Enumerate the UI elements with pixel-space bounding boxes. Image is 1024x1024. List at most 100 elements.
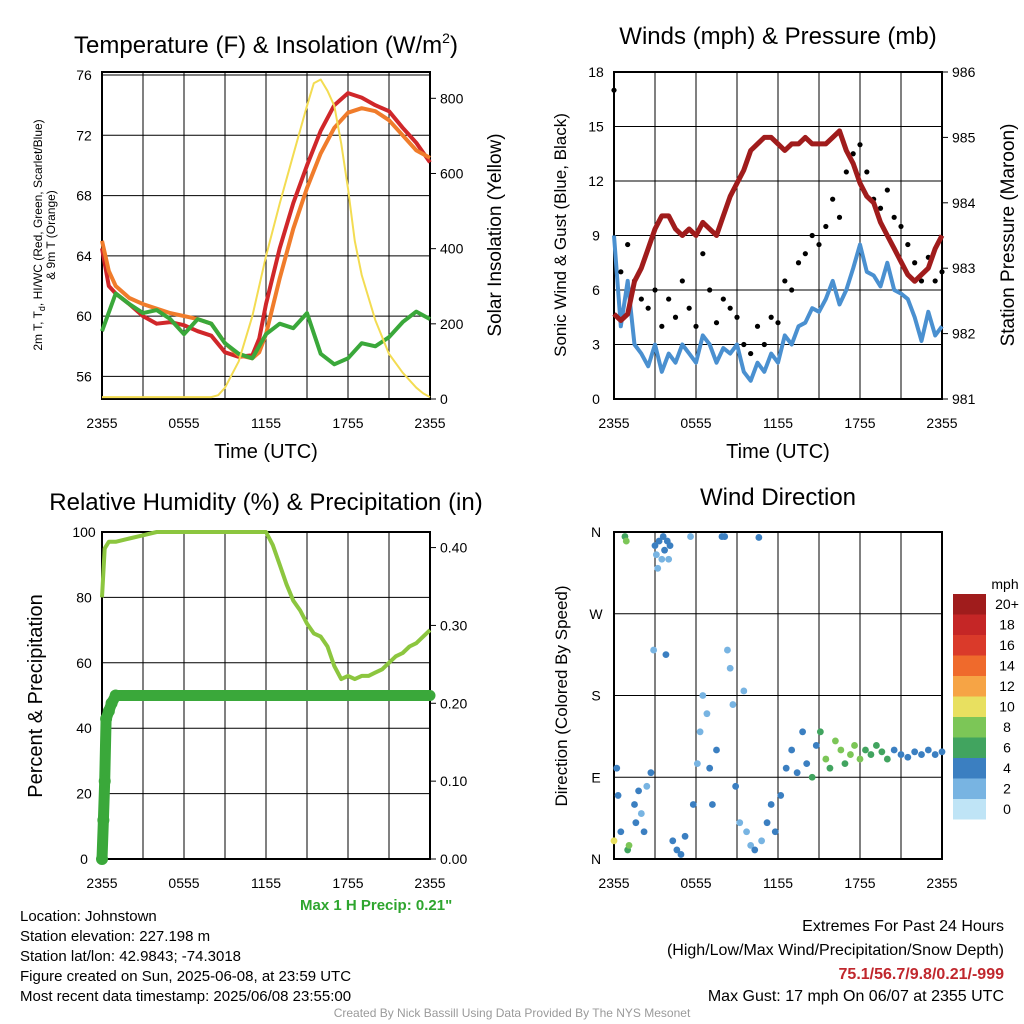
direction-point <box>689 801 697 808</box>
gust-point <box>830 196 836 202</box>
direction-point <box>743 828 750 836</box>
legend-label: 18 <box>999 617 1015 633</box>
gust-point <box>877 205 884 211</box>
gust-point <box>789 287 795 293</box>
gust-point <box>645 305 651 311</box>
panel2-y2tick-label: 983 <box>952 260 976 276</box>
panel2-ytick-label: 9 <box>592 228 600 244</box>
gust-point <box>727 305 733 311</box>
temperature-ylabel-left: 2m T, Td, HI/WC (Red, Green, Scarlet/Blu… <box>31 119 58 350</box>
direction-point <box>755 534 763 541</box>
latlon-text: Station lat/lon: 42.9843; -74.3018 <box>20 948 242 965</box>
panel4-xtick-label: 2355 <box>926 875 957 891</box>
legend-swatch <box>953 635 986 656</box>
panel4-ytick-label: W <box>589 606 603 622</box>
gust-point <box>932 278 938 284</box>
direction-point <box>793 769 801 777</box>
gust-point <box>898 223 904 230</box>
direction-point <box>808 773 816 781</box>
gust-point <box>734 314 740 320</box>
panel1-ytick-label: 60 <box>76 308 92 324</box>
direction-point <box>721 533 729 540</box>
panel3-xtick-label: 0555 <box>168 875 199 891</box>
direction-point <box>767 801 775 808</box>
direction-point <box>706 764 714 772</box>
direction-point <box>699 692 707 699</box>
panel3-ytick-label: 60 <box>76 655 92 671</box>
direction-point <box>647 769 655 777</box>
direction-point <box>681 832 689 840</box>
direction-point <box>669 837 677 845</box>
gust-point <box>686 305 692 311</box>
panel2-xtick-label: 2355 <box>926 415 957 431</box>
panel3-ytick-label: 40 <box>76 720 92 736</box>
panel3-ytick-label: 80 <box>76 589 92 605</box>
panel2-y2tick-label: 985 <box>952 129 976 145</box>
gust-point <box>700 251 706 257</box>
direction-point <box>803 760 811 768</box>
direction-point <box>924 746 932 754</box>
panel4-xtick-label: 1755 <box>844 875 875 891</box>
direction-point <box>631 801 638 808</box>
legend-swatch <box>953 799 986 820</box>
extremes-values: 75.1/56.7/9.8/0.21/-999 <box>838 966 1004 983</box>
direction-point <box>878 748 886 756</box>
direction-point <box>782 764 790 772</box>
panel3-xtick-label: 1155 <box>251 875 281 891</box>
direction-point <box>832 737 839 745</box>
max-gust-text: Max Gust: 17 mph On 06/07 at 2355 UTC <box>707 988 1004 1005</box>
direction-point <box>867 751 875 758</box>
humidity-ylabel-left: Percent & Precipitation <box>25 594 47 797</box>
panel4-xtick-label: 1155 <box>763 875 793 891</box>
direction-point <box>729 701 737 708</box>
gust-point <box>625 241 631 248</box>
legend-label: 2 <box>1003 781 1011 797</box>
gust-point <box>836 214 843 220</box>
legend-label: 14 <box>999 658 1015 674</box>
gust-point <box>652 287 658 293</box>
panel1-xtick-label: 1155 <box>251 415 281 431</box>
temperature-ylabel-right: Solar Insolation (Yellow) <box>485 133 506 336</box>
temperature-panel-title: Temperature (F) & Insolation (W/m2) <box>74 30 458 59</box>
winds-xlabel: Time (UTC) <box>726 441 830 463</box>
sonic-wind-line <box>612 235 944 383</box>
direction-point <box>897 751 905 758</box>
panel1-xtick-label: 2355 <box>86 415 117 431</box>
td-line <box>100 291 431 367</box>
gust-point <box>884 187 890 193</box>
panel2-xtick-label: 2355 <box>598 415 629 431</box>
speed-legend: mph 20+ 18 16 14 12 10 8 6 4 2 0 <box>953 576 1019 820</box>
gust-point <box>659 323 665 329</box>
panel1-frame <box>101 71 431 400</box>
gust-point <box>802 251 808 257</box>
panel1-y2tick-label: 400 <box>440 241 464 257</box>
direction-point <box>812 742 820 749</box>
panel2-ytick-label: 18 <box>588 64 604 80</box>
location-text: Location: Johnstown <box>20 908 157 925</box>
legend-swatch <box>953 696 986 717</box>
legend-label: 10 <box>999 699 1015 715</box>
legend-swatch <box>953 778 986 799</box>
panel2-ytick-label: 3 <box>592 337 600 353</box>
gust-point <box>850 151 856 157</box>
panel3-ytick-label: 100 <box>72 524 96 540</box>
panel4-ytick-label: S <box>591 688 600 704</box>
direction-point <box>614 792 622 799</box>
direction-point <box>673 846 681 854</box>
gust-point <box>795 260 802 266</box>
gust-point <box>707 287 713 293</box>
legend-swatch <box>953 594 986 615</box>
gust-point <box>809 232 815 239</box>
direction-point <box>650 646 658 654</box>
direction-point <box>658 555 666 563</box>
direction-point <box>709 801 716 808</box>
gust-point <box>816 241 822 248</box>
gust-point <box>768 314 774 320</box>
panel2-xtick-label: 1755 <box>844 415 875 431</box>
direction-point <box>822 755 830 763</box>
panel1-xtick-label: 1755 <box>332 415 363 431</box>
direction-point <box>931 751 939 758</box>
extremes-subheading: (High/Low/Max Wind/Precipitation/Snow De… <box>666 942 1004 959</box>
panel2-xtick-label: 1155 <box>763 415 793 431</box>
